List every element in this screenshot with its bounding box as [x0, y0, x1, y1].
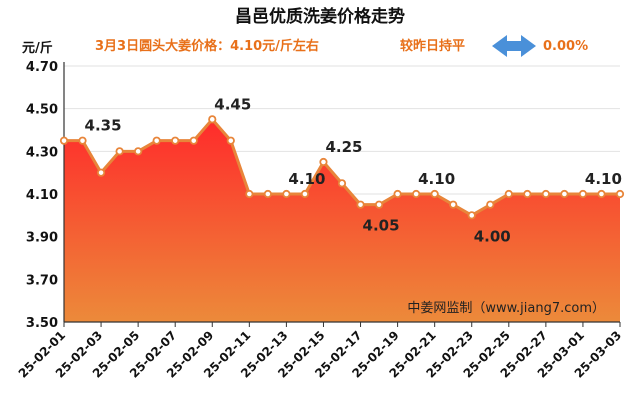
- y-tick-label: 4.70: [26, 60, 58, 75]
- data-label: 4.10: [418, 170, 455, 188]
- y-tick-label: 3.50: [26, 316, 58, 331]
- change-percent: 0.00%: [543, 39, 588, 54]
- y-axis-unit: 元/斤: [22, 40, 53, 56]
- watermark: 中姜网监制（www.jiang7.com）: [407, 301, 605, 316]
- data-label: 4.10: [585, 170, 622, 188]
- data-point: [78, 136, 87, 145]
- y-tick-label: 3.70: [26, 273, 58, 288]
- change-status: 较昨日持平: [400, 38, 465, 54]
- data-point: [59, 136, 69, 145]
- data-label: 4.25: [325, 138, 362, 156]
- y-tick-label: 4.10: [26, 188, 58, 203]
- data-point: [467, 211, 476, 220]
- data-point: [578, 189, 588, 199]
- area-fill: [64, 119, 620, 322]
- data-point: [597, 189, 606, 199]
- data-point: [504, 189, 513, 199]
- data-point: [393, 189, 402, 199]
- data-point: [282, 189, 291, 199]
- data-point: [189, 136, 198, 145]
- data-point: [263, 189, 272, 199]
- area-path: [64, 119, 620, 322]
- data-point: [430, 189, 439, 199]
- data-point: [412, 189, 421, 199]
- data-point: [226, 136, 235, 145]
- data-point: [245, 189, 254, 199]
- data-labels: 4.354.454.104.254.054.104.004.10: [85, 95, 622, 245]
- headline-price: 3月3日圆头大姜价格：4.10元/斤左右: [95, 38, 319, 54]
- data-label: 4.05: [363, 217, 400, 235]
- y-tick-label: 4.50: [26, 103, 58, 118]
- y-tick-labels: 3.50 3.70 3.90 4.10 4.30 4.50 4.70: [26, 60, 58, 331]
- data-point: [115, 147, 124, 156]
- y-tick-label: 4.30: [26, 145, 58, 160]
- data-point: [319, 157, 328, 167]
- data-point: [356, 200, 365, 209]
- y-tick-label: 3.90: [26, 231, 58, 246]
- data-point: [523, 189, 532, 199]
- data-point: [486, 200, 495, 209]
- data-point: [337, 179, 347, 188]
- data-point: [300, 189, 310, 199]
- data-point: [374, 200, 384, 209]
- data-label: 4.10: [288, 170, 325, 188]
- data-point: [560, 189, 569, 199]
- data-point: [152, 136, 161, 145]
- double-arrow-icon: [492, 35, 536, 57]
- data-point: [615, 189, 625, 199]
- data-point: [208, 115, 217, 124]
- chart-title: 昌邑优质洗姜价格走势: [235, 6, 405, 27]
- x-tick-labels: 25-02-0125-02-0325-02-0525-02-0725-02-09…: [16, 322, 624, 381]
- data-points: [59, 115, 625, 220]
- data-point: [96, 168, 106, 177]
- data-label: 4.00: [474, 227, 511, 245]
- axes: [63, 62, 620, 323]
- data-point: [171, 136, 180, 145]
- data-point: [134, 147, 143, 156]
- data-point: [541, 189, 550, 199]
- data-label: 4.45: [214, 95, 251, 113]
- data-point: [449, 200, 458, 209]
- data-label: 4.35: [85, 117, 122, 135]
